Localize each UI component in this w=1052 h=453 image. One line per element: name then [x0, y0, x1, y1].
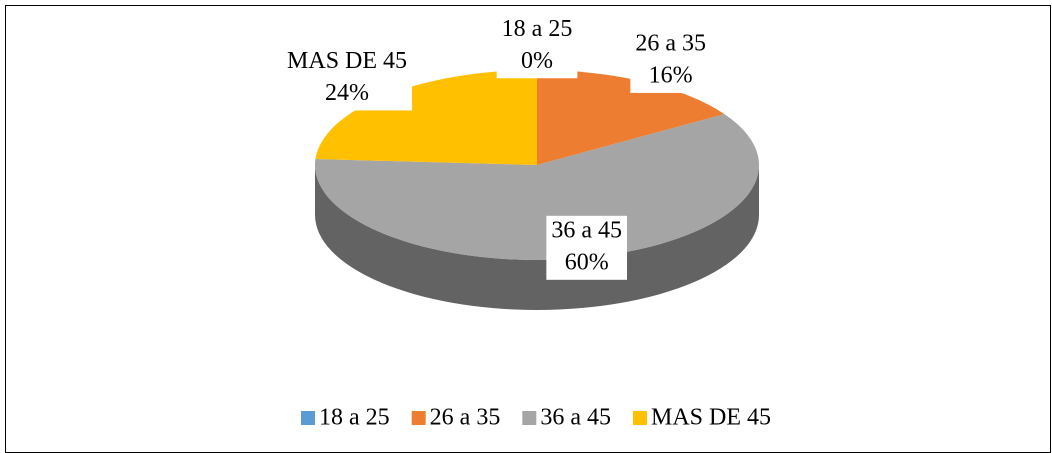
pie-sides — [315, 165, 759, 310]
pie-side — [315, 165, 759, 310]
legend-swatch — [632, 411, 647, 425]
legend-label: 18 a 25 — [319, 405, 390, 431]
data-label-category: 26 a 35 — [635, 30, 706, 56]
data-label-value: 16% — [649, 62, 693, 88]
data-label-box — [496, 14, 578, 79]
pie-slice — [315, 70, 537, 165]
legend-label: 36 a 45 — [540, 405, 611, 431]
data-label: 26 a 35 16% — [630, 28, 712, 93]
data-label-box — [630, 28, 712, 93]
legend: 18 a 25 26 a 35 36 a 45 MAS DE 45 — [301, 405, 771, 431]
legend-label: 26 a 35 — [430, 405, 501, 431]
pie-slice — [537, 70, 725, 165]
data-label-box — [546, 215, 628, 280]
data-label-value: 24% — [325, 80, 369, 106]
legend-label: MAS DE 45 — [651, 405, 771, 431]
legend-swatch — [411, 411, 426, 425]
data-label-box — [282, 46, 413, 111]
data-label-value: 60% — [565, 249, 609, 275]
data-label: MAS DE 45 24% — [282, 46, 413, 111]
data-label-category: 18 a 25 — [502, 16, 573, 42]
data-label-category: 36 a 45 — [551, 217, 622, 243]
pie-tops — [315, 70, 759, 260]
data-label-value: 0% — [521, 48, 553, 74]
data-label: 18 a 25 0% — [496, 14, 578, 79]
legend-swatch — [522, 411, 537, 425]
legend-swatch — [301, 411, 316, 425]
pie-slice — [315, 114, 759, 260]
data-label: 36 a 45 60% — [546, 215, 628, 280]
data-label-category: MAS DE 45 — [287, 48, 407, 74]
